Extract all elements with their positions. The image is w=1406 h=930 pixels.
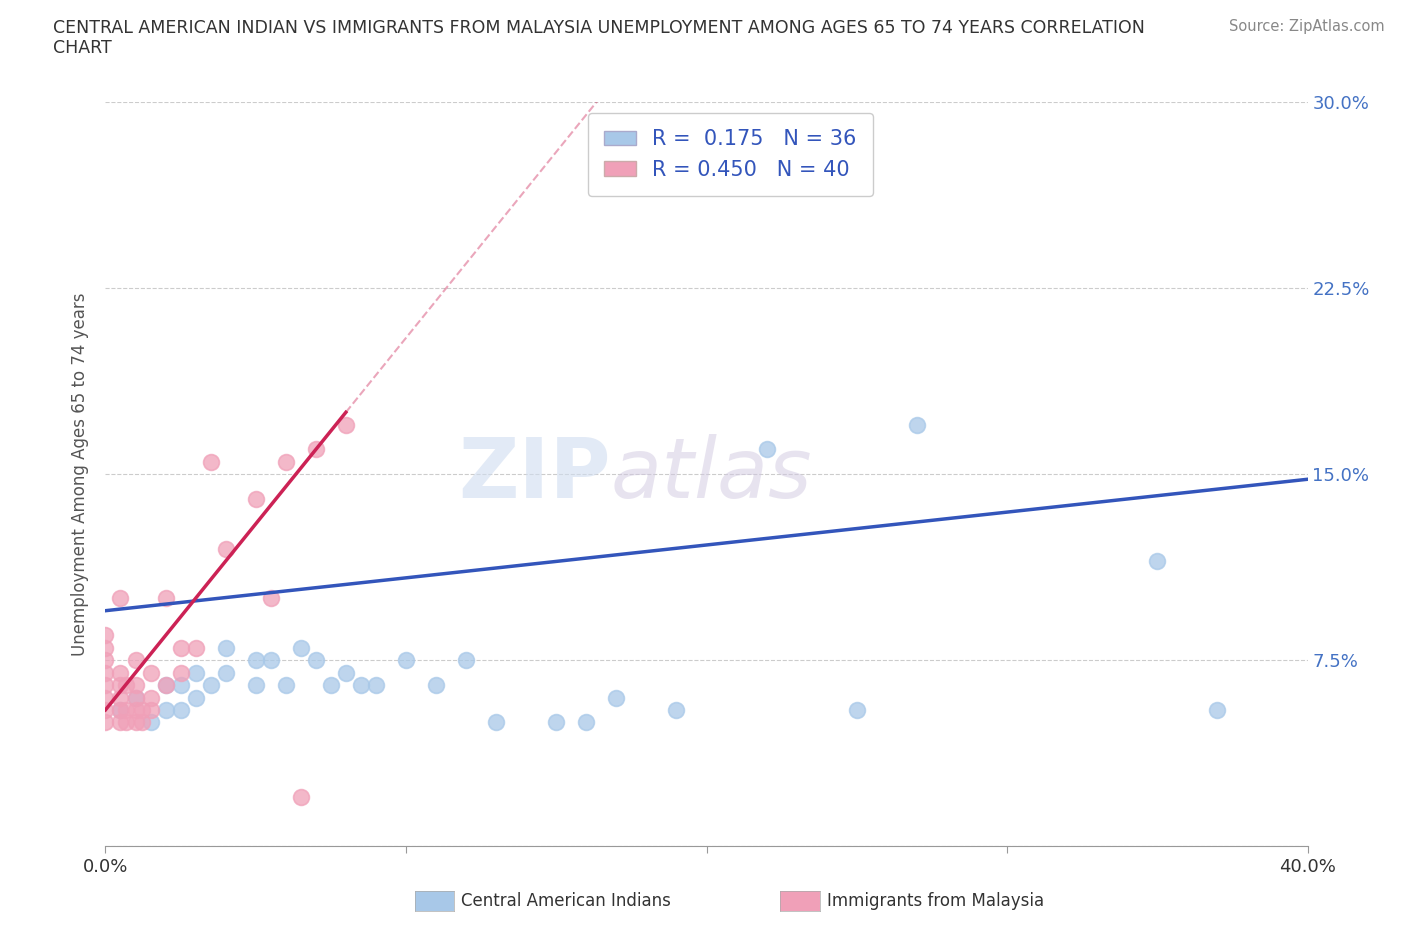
- Point: [169, 702, 191, 717]
- Point: [110, 665, 132, 680]
- Point: [605, 690, 627, 705]
- Point: [169, 678, 191, 693]
- Point: [124, 690, 146, 705]
- Point: [94, 702, 117, 717]
- Text: CENTRAL AMERICAN INDIAN VS IMMIGRANTS FROM MALAYSIA UNEMPLOYMENT AMONG AGES 65 T: CENTRAL AMERICAN INDIAN VS IMMIGRANTS FR…: [53, 19, 1146, 36]
- Point: [115, 678, 138, 693]
- Point: [110, 678, 132, 693]
- Point: [94, 641, 117, 656]
- Point: [184, 690, 207, 705]
- Point: [155, 678, 177, 693]
- Point: [94, 665, 117, 680]
- Text: ZIP: ZIP: [458, 433, 610, 515]
- Point: [454, 653, 477, 668]
- Point: [364, 678, 387, 693]
- Point: [139, 665, 162, 680]
- Point: [319, 678, 342, 693]
- Point: [260, 591, 283, 605]
- Text: Immigrants from Malaysia: Immigrants from Malaysia: [827, 892, 1043, 910]
- Point: [110, 690, 132, 705]
- Point: [245, 492, 267, 507]
- Text: atlas: atlas: [610, 433, 813, 515]
- Point: [845, 702, 868, 717]
- Y-axis label: Unemployment Among Ages 65 to 74 years: Unemployment Among Ages 65 to 74 years: [72, 293, 90, 656]
- Point: [139, 715, 162, 730]
- Point: [214, 665, 236, 680]
- Point: [665, 702, 688, 717]
- Point: [1206, 702, 1229, 717]
- Point: [335, 418, 357, 432]
- Point: [124, 702, 146, 717]
- Text: CHART: CHART: [53, 39, 112, 57]
- Point: [755, 442, 778, 457]
- Point: [214, 541, 236, 556]
- Point: [124, 690, 146, 705]
- Point: [305, 653, 328, 668]
- Point: [155, 678, 177, 693]
- Point: [200, 455, 222, 470]
- Point: [131, 715, 153, 730]
- Point: [546, 715, 568, 730]
- Point: [139, 702, 162, 717]
- Point: [245, 653, 267, 668]
- Point: [184, 665, 207, 680]
- Point: [214, 641, 236, 656]
- Point: [131, 702, 153, 717]
- Point: [94, 653, 117, 668]
- Point: [274, 455, 297, 470]
- Legend: R =  0.175   N = 36, R = 0.450   N = 40: R = 0.175 N = 36, R = 0.450 N = 40: [588, 113, 873, 196]
- Point: [335, 665, 357, 680]
- Point: [169, 641, 191, 656]
- Point: [110, 591, 132, 605]
- Point: [139, 690, 162, 705]
- Point: [395, 653, 418, 668]
- Point: [290, 641, 312, 656]
- Point: [575, 715, 598, 730]
- Point: [260, 653, 283, 668]
- Point: [425, 678, 447, 693]
- Point: [290, 790, 312, 804]
- Point: [245, 678, 267, 693]
- Point: [124, 715, 146, 730]
- Point: [696, 120, 718, 135]
- Point: [110, 702, 132, 717]
- Text: Source: ZipAtlas.com: Source: ZipAtlas.com: [1229, 19, 1385, 33]
- Point: [110, 715, 132, 730]
- Point: [184, 641, 207, 656]
- Text: Central American Indians: Central American Indians: [461, 892, 671, 910]
- Point: [1146, 553, 1168, 568]
- Point: [110, 702, 132, 717]
- Point: [350, 678, 373, 693]
- Point: [94, 690, 117, 705]
- Point: [115, 702, 138, 717]
- Point: [94, 715, 117, 730]
- Point: [200, 678, 222, 693]
- Point: [169, 665, 191, 680]
- Point: [124, 678, 146, 693]
- Point: [94, 678, 117, 693]
- Point: [305, 442, 328, 457]
- Point: [115, 715, 138, 730]
- Point: [124, 653, 146, 668]
- Point: [94, 628, 117, 643]
- Point: [905, 418, 928, 432]
- Point: [274, 678, 297, 693]
- Point: [155, 591, 177, 605]
- Point: [155, 702, 177, 717]
- Point: [485, 715, 508, 730]
